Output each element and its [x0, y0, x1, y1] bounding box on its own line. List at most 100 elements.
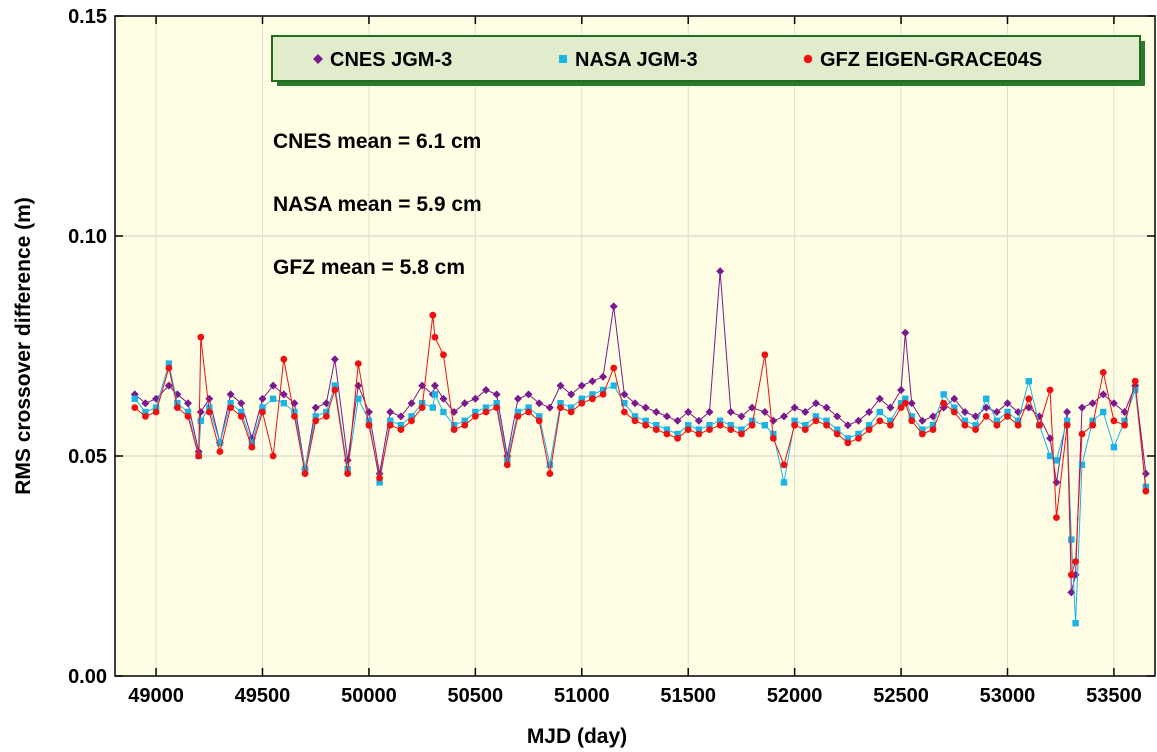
marker: [940, 399, 948, 407]
marker: [887, 421, 894, 429]
marker: [929, 426, 937, 433]
marker: [919, 426, 926, 433]
marker: [769, 435, 777, 442]
marker: [387, 417, 394, 424]
marker: [897, 404, 905, 411]
marker: [1088, 399, 1097, 408]
marker: [524, 390, 533, 399]
y-axis-label: RMS crossover difference (m): [12, 197, 35, 495]
marker: [971, 412, 980, 421]
marker: [716, 417, 724, 424]
marker: [1024, 403, 1033, 412]
marker: [269, 452, 277, 460]
marker: [1025, 395, 1033, 403]
marker: [790, 403, 799, 412]
marker: [993, 421, 1001, 429]
marker: [460, 399, 469, 408]
marker: [652, 408, 661, 416]
marker: [951, 404, 958, 411]
marker: [727, 422, 734, 429]
marker: [992, 408, 1001, 416]
marker: [865, 408, 874, 416]
marker: [716, 421, 724, 429]
marker: [567, 404, 575, 411]
marker: [1078, 461, 1086, 468]
marker: [471, 413, 479, 420]
marker: [791, 421, 799, 429]
marker: [238, 408, 245, 416]
marker: [950, 394, 959, 403]
marker: [184, 399, 193, 408]
marker: [908, 417, 916, 425]
marker: [674, 430, 681, 438]
marker: [1100, 408, 1107, 416]
marker: [674, 435, 681, 442]
marker: [663, 426, 671, 433]
marker: [1025, 378, 1032, 385]
marker: [902, 395, 909, 402]
marker: [886, 403, 895, 412]
marker: [738, 426, 745, 433]
marker: [875, 394, 884, 403]
marker: [578, 399, 586, 407]
marker: [610, 382, 617, 389]
marker: [559, 55, 567, 63]
marker: [1142, 487, 1150, 495]
marker: [1004, 408, 1011, 416]
marker: [237, 413, 245, 420]
marker: [1036, 421, 1043, 429]
marker: [631, 399, 639, 408]
marker: [386, 408, 395, 416]
marker: [440, 351, 447, 359]
x-tick-label: 51000: [554, 685, 610, 707]
marker: [184, 413, 192, 420]
marker: [706, 426, 713, 433]
marker: [908, 413, 915, 420]
marker: [431, 391, 439, 398]
marker: [940, 391, 947, 398]
marker: [482, 404, 490, 411]
marker: [301, 466, 309, 473]
marker: [620, 408, 628, 416]
marker: [901, 399, 909, 407]
marker: [525, 404, 532, 411]
marker: [493, 404, 501, 411]
plot: [130, 267, 1150, 627]
marker: [482, 386, 491, 394]
marker: [801, 408, 810, 416]
marker: [1067, 571, 1075, 579]
marker: [312, 413, 319, 420]
y-tick-label: 0.10: [68, 226, 107, 248]
marker: [291, 413, 298, 420]
y-tick-label: 0.05: [68, 446, 107, 468]
marker: [354, 360, 362, 367]
marker: [993, 417, 1001, 424]
legend: [271, 35, 1141, 82]
marker: [331, 386, 339, 394]
marker: [131, 395, 138, 402]
legend-label: CNES JGM-3: [330, 49, 452, 71]
marker: [897, 400, 905, 407]
marker: [396, 412, 405, 421]
marker: [312, 417, 320, 425]
x-tick-label: 52000: [767, 685, 823, 707]
grid: [115, 15, 1155, 677]
marker: [737, 412, 746, 421]
marker: [726, 408, 735, 416]
marker: [440, 408, 447, 416]
marker: [184, 408, 192, 416]
marker: [216, 439, 224, 446]
marker: [1109, 399, 1118, 408]
marker: [525, 408, 532, 416]
marker: [471, 394, 480, 403]
marker: [695, 426, 703, 433]
marker: [1063, 408, 1072, 416]
legend-items: CNES JGM-3 NASA JGM-3 GFZ EIGEN-GRACE04S: [313, 49, 1042, 71]
legend-label: NASA JGM-3: [575, 49, 698, 71]
marker: [823, 421, 830, 429]
marker: [164, 381, 173, 390]
marker: [482, 408, 490, 416]
marker: [408, 417, 415, 425]
marker: [546, 461, 554, 468]
